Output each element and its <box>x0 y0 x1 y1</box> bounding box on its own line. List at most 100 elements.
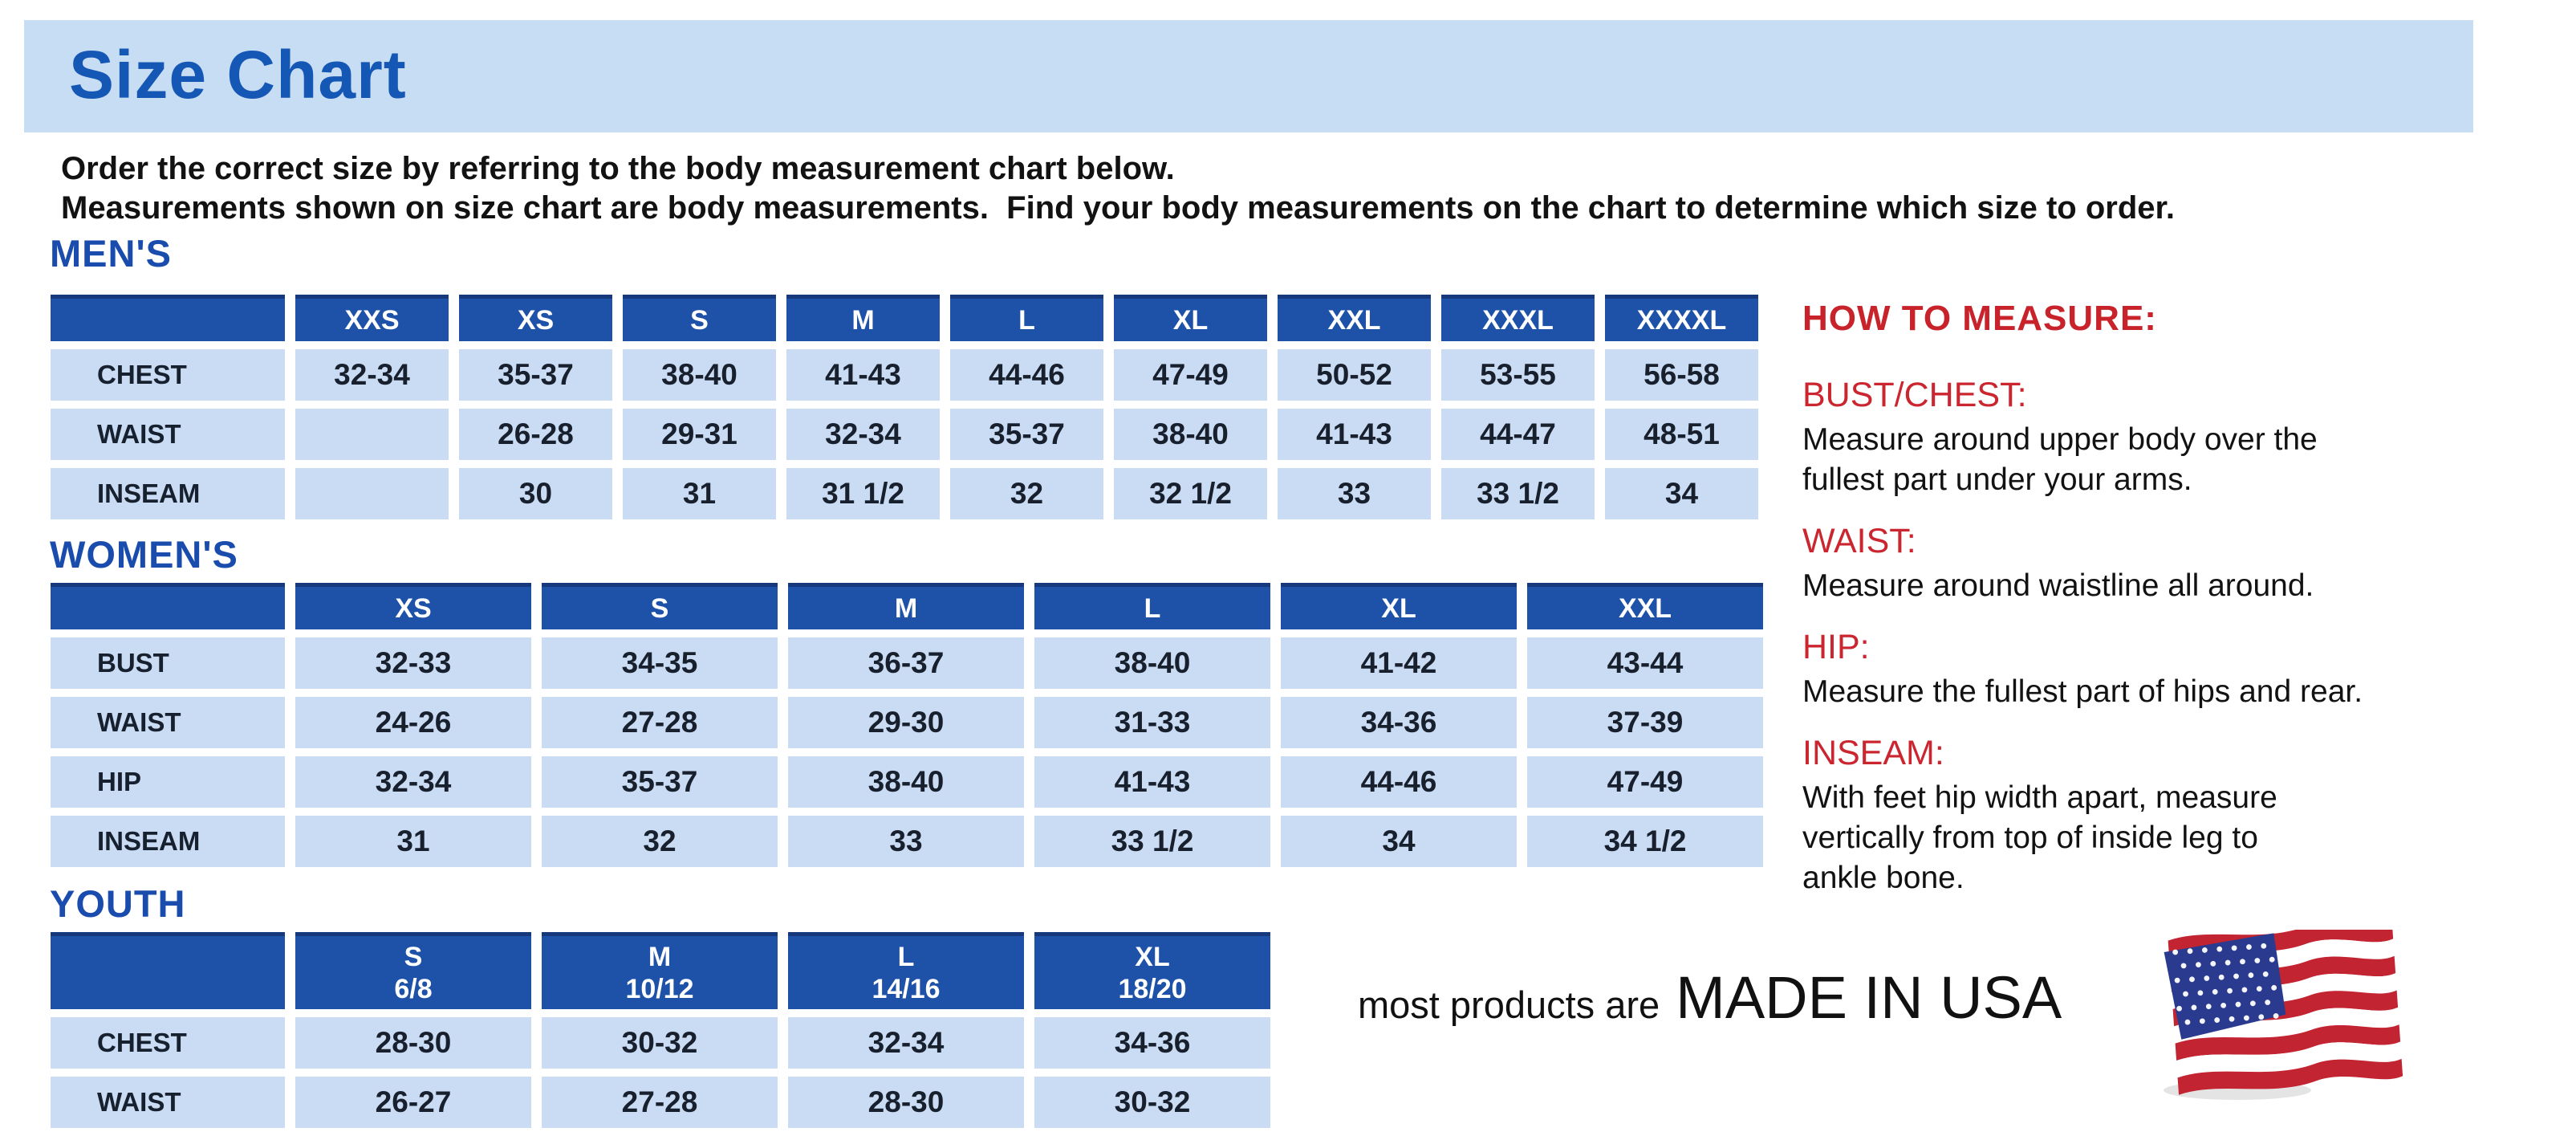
size-value-cell: 47-49 <box>1527 756 1763 808</box>
us-flag-icon <box>2160 922 2409 1104</box>
size-table-youth: S 6/8 M 10/12 L 14/16 XL 18/20 CHEST 28-30 30-… <box>40 924 1281 1132</box>
size-value-cell: 31 <box>295 816 531 867</box>
measure-item-label: WAIST: <box>1802 522 1916 560</box>
size-column-header: XXS <box>295 295 449 341</box>
size-value-cell: 31 <box>623 468 776 519</box>
section-heading-womens: WOMEN'S <box>50 533 238 576</box>
size-tables-column: MEN'S XXS XS S M L XL XXL XXXL XXXXL CHEST 32-34 35-… <box>40 233 1806 1132</box>
size-value-cell: 50-52 <box>1278 349 1431 401</box>
size-value-cell: 34 1/2 <box>1527 816 1763 867</box>
size-value-cell: 44-47 <box>1441 409 1595 460</box>
size-value-cell <box>295 468 449 519</box>
page-title: Size Chart <box>69 37 407 112</box>
size-column-header: XL <box>1281 583 1517 629</box>
table-row: INSEAM 31 32 33 33 1/2 34 34 1/2 <box>51 816 1763 867</box>
size-value-cell: 27-28 <box>542 1077 778 1128</box>
size-column-header: XXL <box>1527 583 1763 629</box>
size-column-header: XXXXL <box>1605 295 1758 341</box>
made-in-usa-emphasis: MADE IN USA <box>1676 964 2062 1031</box>
size-column-header: S <box>542 583 778 629</box>
size-value-cell: 32 <box>950 468 1103 519</box>
size-column-header: XS <box>295 583 531 629</box>
measure-item-waist: WAIST: Measure around waistline all arou… <box>1802 522 2565 606</box>
table-row: WAIST 26-28 29-31 32-34 35-37 38-40 41-43 44-47… <box>51 409 1758 460</box>
size-value-cell: 35-37 <box>950 409 1103 460</box>
corner-cell <box>51 583 285 629</box>
size-column-header: XXL <box>1278 295 1431 341</box>
table-row: BUST 32-33 34-35 36-37 38-40 41-42 43-44 <box>51 637 1763 689</box>
size-column-header: L 14/16 <box>788 932 1024 1009</box>
size-value-cell: 30-32 <box>1034 1077 1270 1128</box>
size-value-cell: 34 <box>1281 816 1517 867</box>
size-value-cell: 29-30 <box>788 697 1024 748</box>
made-in-usa-prefix: most products are <box>1358 983 1660 1026</box>
section-heading-youth: YOUTH <box>50 882 186 925</box>
measure-item-hip: HIP: Measure the fullest part of hips an… <box>1802 628 2565 712</box>
size-column-header: M <box>786 295 940 341</box>
size-value-cell: 34-36 <box>1034 1017 1270 1069</box>
size-column-header: XL <box>1114 295 1267 341</box>
size-value-cell: 33 1/2 <box>1441 468 1595 519</box>
size-column-header: S 6/8 <box>295 932 531 1009</box>
how-to-measure-heading: HOW TO MEASURE: <box>1802 299 2157 338</box>
table-row: WAIST 24-26 27-28 29-30 31-33 34-36 37-39 <box>51 697 1763 748</box>
size-value-cell: 38-40 <box>788 756 1024 808</box>
measure-item-label: BUST/CHEST: <box>1802 376 2027 414</box>
size-value-cell: 33 1/2 <box>1034 816 1270 867</box>
measurement-row-label: CHEST <box>51 1017 285 1069</box>
size-column-header: L <box>950 295 1103 341</box>
size-value-cell: 38-40 <box>1034 637 1270 689</box>
size-value-cell: 35-37 <box>542 756 778 808</box>
size-value-cell: 37-39 <box>1527 697 1763 748</box>
size-value-cell: 41-43 <box>1034 756 1270 808</box>
size-value-cell: 32 <box>542 816 778 867</box>
table-row: CHEST 28-30 30-32 32-34 34-36 <box>51 1017 1270 1069</box>
section-womens: XS S M L XL XXL BUST 32-33 34-35 36-37 38-40 41-42 4… <box>40 575 1806 875</box>
size-value-cell: 34-35 <box>542 637 778 689</box>
intro-line-2: Measurements shown on size chart are bod… <box>61 190 2175 226</box>
corner-cell <box>51 295 285 341</box>
size-value-cell: 41-43 <box>786 349 940 401</box>
size-value-cell: 38-40 <box>623 349 776 401</box>
intro-text: Order the correct size by referring to t… <box>61 149 2175 228</box>
measure-item-label: INSEAM: <box>1802 734 1944 772</box>
measure-item-text: With feet hip width apart, measure verti… <box>1802 780 2277 895</box>
size-table-mens: XXS XS S M L XL XXL XXXL XXXXL CHEST 32-34 35-37 38-… <box>40 287 1769 527</box>
size-value-cell: 43-44 <box>1527 637 1763 689</box>
size-value-cell: 32-34 <box>788 1017 1024 1069</box>
size-value-cell: 41-42 <box>1281 637 1517 689</box>
size-column-header: XXXL <box>1441 295 1595 341</box>
section-heading-mens: MEN'S <box>50 232 172 275</box>
corner-cell <box>51 932 285 1009</box>
table-row: CHEST 32-34 35-37 38-40 41-43 44-46 47-49 50-52… <box>51 349 1758 401</box>
measurement-row-label: WAIST <box>51 409 285 460</box>
size-value-cell: 27-28 <box>542 697 778 748</box>
section-mens: XXS XS S M L XL XXL XXXL XXXXL CHEST 32-34 35-37 38-… <box>40 287 1806 527</box>
size-value-cell: 30-32 <box>542 1017 778 1069</box>
size-value-cell: 29-31 <box>623 409 776 460</box>
made-in-usa-statement: most products are MADE IN USA <box>1358 963 2062 1032</box>
size-column-header: XS <box>459 295 612 341</box>
size-value-cell: 26-28 <box>459 409 612 460</box>
size-value-cell: 31 1/2 <box>786 468 940 519</box>
size-value-cell: 38-40 <box>1114 409 1267 460</box>
measure-item-inseam: INSEAM: With feet hip width apart, measu… <box>1802 734 2565 898</box>
size-value-cell: 30 <box>459 468 612 519</box>
table-row: INSEAM 30 31 31 1/2 32 32 1/2 33 33 1/2 34 <box>51 468 1758 519</box>
size-value-cell <box>295 409 449 460</box>
size-value-cell: 24-26 <box>295 697 531 748</box>
size-value-cell: 32-34 <box>295 756 531 808</box>
size-value-cell: 28-30 <box>788 1077 1024 1128</box>
size-value-cell: 32-34 <box>295 349 449 401</box>
size-value-cell: 32-34 <box>786 409 940 460</box>
size-value-cell: 41-43 <box>1278 409 1431 460</box>
size-value-cell: 28-30 <box>295 1017 531 1069</box>
size-value-cell: 33 <box>788 816 1024 867</box>
measurement-row-label: WAIST <box>51 1077 285 1128</box>
measurement-row-label: BUST <box>51 637 285 689</box>
measurement-row-label: HIP <box>51 756 285 808</box>
intro-line-1: Order the correct size by referring to t… <box>61 151 1175 186</box>
size-value-cell: 34-36 <box>1281 697 1517 748</box>
size-column-header: L <box>1034 583 1270 629</box>
